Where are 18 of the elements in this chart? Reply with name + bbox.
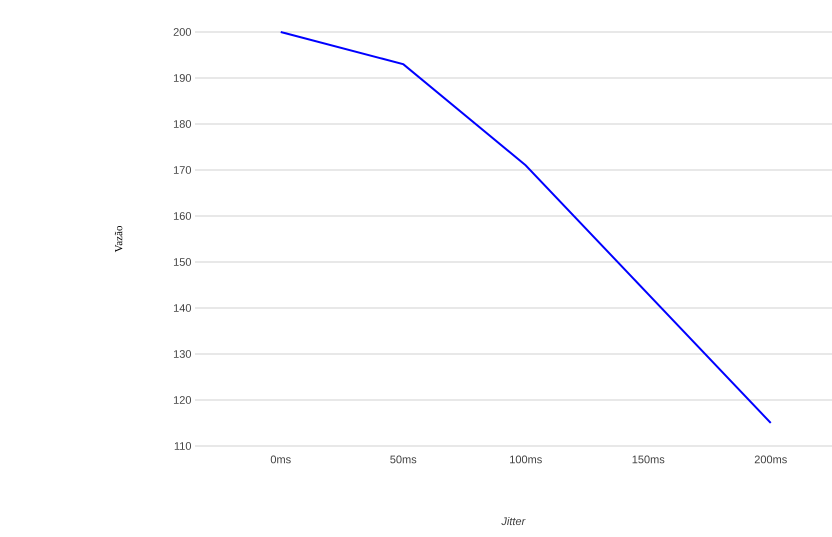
y-tick-label: 190 — [174, 74, 192, 82]
y-tick-label: 180 — [174, 120, 192, 128]
x-tick-label: 50ms — [390, 456, 416, 464]
y-tick-label: 140 — [174, 304, 192, 312]
y-tick-label: 110 — [174, 442, 192, 450]
x-tick-label: 0ms — [270, 456, 291, 464]
y-tick-label: 120 — [174, 396, 192, 404]
y-tick-label: 150 — [174, 258, 192, 266]
y-tick-label: 200 — [174, 28, 192, 36]
x-tick-label: 200ms — [754, 456, 787, 464]
line-series — [280, 31, 772, 424]
x-tick-label: 150ms — [632, 456, 664, 464]
y-tick-label: 130 — [174, 350, 192, 358]
y-axis-title: Vazão — [114, 226, 122, 252]
x-axis-title: Jitter — [501, 517, 526, 526]
x-tick-label: 100ms — [510, 456, 542, 464]
y-tick-label: 160 — [174, 212, 192, 220]
y-tick-label: 170 — [174, 166, 192, 174]
